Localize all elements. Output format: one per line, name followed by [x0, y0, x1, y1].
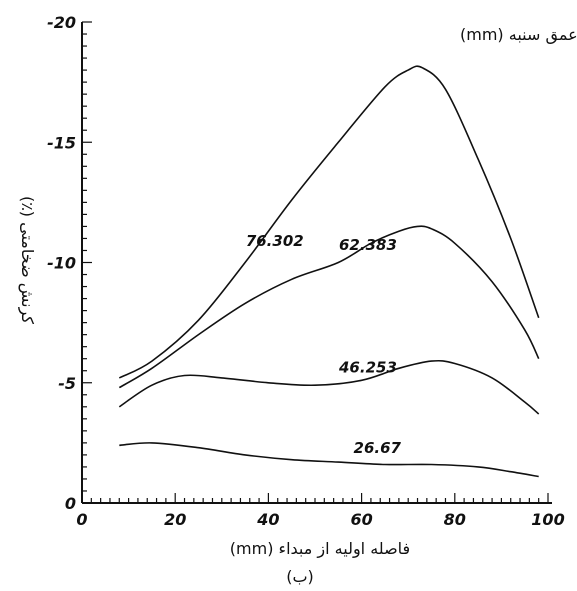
series-label: 46.253 [338, 358, 397, 376]
series-label: 62.383 [339, 236, 397, 254]
series-line-76_302 [118, 65, 540, 379]
series-lines: 76.302 62.383 46.253 26.67 [118, 65, 540, 478]
x-tick-label: 100 [531, 510, 564, 529]
y-tick-label: 0 [65, 494, 76, 513]
x-tick-label: 40 [256, 510, 279, 529]
figure-caption: (ب) [286, 567, 314, 586]
axes [81, 22, 552, 504]
x-tick-label: 60 [350, 510, 372, 529]
series-line-62_383 [118, 225, 540, 389]
series-line-46_253 [118, 359, 540, 415]
ticks: 0 20 40 60 80 100 0 -5 -10 -15 -20 [47, 13, 565, 529]
x-tick-label: 0 [76, 510, 87, 529]
x-axis-label: فاصله اولیه از مبداء (mm) [230, 539, 410, 559]
series-line-26_67 [119, 442, 539, 478]
y-tick-label: -20 [47, 13, 76, 32]
labels: عمق سنبه (mm) فاصله اولیه از مبداء (mm) … [17, 25, 577, 586]
series-label: 76.302 [246, 232, 304, 250]
y-tick-label: -15 [47, 133, 76, 152]
y-axis-label: کرنش ضخامتی (٪) [17, 196, 37, 324]
x-tick-label: 80 [444, 510, 466, 529]
x-tick-label: 20 [164, 510, 186, 529]
legend-title: عمق سنبه (mm) [460, 25, 577, 45]
series-label: 26.67 [354, 439, 402, 457]
y-tick-label: -5 [58, 374, 76, 393]
y-tick-label: -10 [47, 254, 76, 273]
